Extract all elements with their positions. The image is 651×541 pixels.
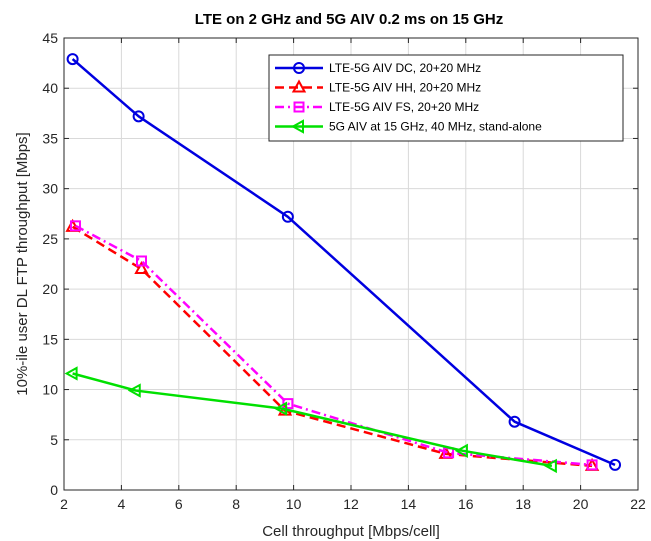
x-tick-label: 22 [630,496,646,512]
y-tick-label: 5 [50,432,58,448]
legend: LTE-5G AIV DC, 20+20 MHz LTE-5G AIV HH, 2… [268,54,624,142]
data-point [134,260,149,275]
series-lines [64,53,622,474]
data-point [132,110,145,123]
legend-swatch-marker [291,79,307,93]
legend-swatch-marker [293,101,305,113]
x-tick-label: 12 [343,496,359,512]
y-tick-label: 40 [42,80,58,96]
x-tick-label: 18 [515,496,531,512]
series-line [71,58,616,467]
y-tick-label: 0 [50,482,58,498]
legend-label: 5G AIV at 15 GHz, 40 MHz, stand-alone [329,120,542,134]
y-tick-label: 10 [42,382,58,398]
legend-item: LTE-5G AIV HH, 20+20 MHz [275,79,481,95]
data-point [609,458,622,471]
x-tick-label: 14 [401,496,417,512]
legend-items: LTE-5G AIV DC, 20+20 MHz LTE-5G AIV HH, 2… [275,61,542,134]
x-tick-label: 8 [232,496,240,512]
x-tick-label: 2 [60,496,68,512]
y-tick-label: 20 [42,281,58,297]
data-point [543,458,557,474]
data-point [274,401,288,416]
x-tick-label: 16 [458,496,474,512]
data-point [69,220,81,232]
series-1 [66,53,622,471]
y-tick-label: 25 [42,231,58,247]
data-point [454,443,468,459]
data-point [508,415,521,428]
legend-label: LTE-5G AIV FS, 20+20 MHz [329,100,479,114]
series-line [71,225,593,468]
series-line [72,372,553,468]
x-tick-label: 4 [118,496,126,512]
data-point [281,210,294,223]
y-tick-label: 45 [42,30,58,46]
data-point [135,255,147,267]
legend-item: LTE-5G AIV DC, 20+20 MHz [275,61,481,75]
x-axis-label: Cell throughput [Mbps/cell] [262,523,440,540]
x-tick-label: 20 [573,496,589,512]
axis-ticks: 2 4 6 8 10 12 14 16 18 20 22 0 5 10 15 20 25 30 35 40 45 [42,30,646,512]
x-tick-label: 10 [286,496,302,512]
chart-title: LTE on 2 GHz and 5G AIV 0.2 ms on 15 GHz [195,11,503,28]
legend-swatch-marker [293,62,305,74]
legend-label: LTE-5G AIV HH, 20+20 MHz [329,81,481,95]
data-point [127,383,141,398]
legend-item: 5G AIV at 15 GHz, 40 MHz, stand-alone [275,119,542,134]
x-tick-label: 6 [175,496,183,512]
y-axis-label: 10%-ile user DL FTP throughput [Mbps] [14,132,31,395]
legend-swatch-marker [290,119,304,134]
y-tick-label: 35 [42,130,58,146]
legend-item: LTE-5G AIV FS, 20+20 MHz [275,100,479,114]
data-point [66,53,79,66]
y-tick-label: 15 [42,331,58,347]
legend-box [268,54,624,142]
y-tick-label: 30 [42,181,58,197]
legend-label: LTE-5G AIV DC, 20+20 MHz [329,61,481,75]
data-point [586,459,598,471]
data-point [64,366,78,381]
series-4 [64,366,557,474]
